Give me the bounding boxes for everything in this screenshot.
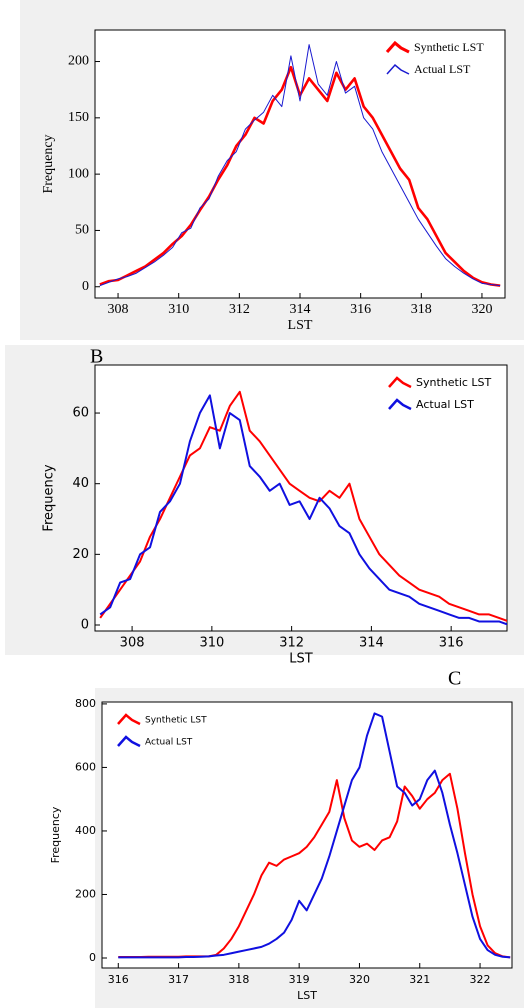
panel: 316 317 318 319 320 321 322 0 200 400 600 800 LST Fre… (49, 668, 513, 1002)
x-tick-label: 316 (350, 302, 371, 317)
y-tick-label: 50 (75, 223, 89, 238)
plot-area (101, 701, 513, 969)
x-tick-label: 318 (228, 973, 249, 986)
series-line (118, 712, 511, 959)
y-tick-label: 0 (81, 617, 89, 632)
y-tick-label: 0 (82, 279, 89, 294)
x-tick-label: 308 (120, 636, 145, 651)
x-tick-label: 319 (289, 973, 310, 986)
y-tick-label: 60 (72, 406, 89, 421)
legend-label: Synthetic LST (145, 716, 207, 726)
legend-swatch (117, 735, 141, 748)
x-tick-label: 317 (168, 973, 189, 986)
y-axis-label: Frequency (41, 134, 56, 193)
x-axis-label: LST (289, 652, 312, 667)
legend-label: Actual LST (145, 738, 193, 748)
legend-swatch (385, 40, 410, 54)
x-tick-label: 308 (108, 302, 129, 317)
legend-label: Actual LST (416, 398, 474, 411)
panel: 308 310 312 314 316 0 20 40 60 LST Frequency B Synth… (42, 346, 508, 667)
x-tick-label: 320 (349, 973, 370, 986)
y-tick-label: 600 (75, 760, 96, 773)
x-tick-label: 318 (411, 302, 432, 317)
x-tick-label: 321 (409, 973, 430, 986)
y-tick-label: 100 (68, 166, 89, 181)
y-tick-label: 200 (75, 887, 96, 900)
legend-swatch (386, 63, 410, 75)
series-line (99, 44, 501, 287)
y-axis-label: Frequency (42, 464, 57, 531)
series-line (99, 394, 507, 626)
x-tick-label: 314 (290, 302, 311, 317)
x-tick-label: 314 (359, 636, 384, 651)
legend-swatch (388, 376, 412, 389)
y-tick-label: 20 (72, 547, 89, 562)
x-tick-label: 310 (199, 636, 224, 651)
panel: 308 310 312 314 316 318 320 0 50 100 150 200 LST Freq… (41, 29, 506, 333)
y-tick-label: 40 (72, 476, 89, 491)
y-tick-label: 0 (89, 951, 96, 964)
legend-label: Actual LST (414, 62, 471, 76)
series-line (99, 390, 507, 622)
series-line (99, 65, 501, 287)
legend-swatch (388, 398, 412, 411)
x-axis-label: LST (297, 989, 317, 1002)
x-tick-label: 322 (470, 973, 491, 986)
y-axis-label: Frequency (49, 806, 62, 863)
plot-area (94, 364, 508, 632)
x-axis-label: LST (288, 318, 313, 333)
legend-swatch (117, 713, 141, 726)
y-tick-label: 200 (68, 54, 89, 69)
panel-label: C (448, 668, 461, 690)
panel-label: B (90, 346, 103, 368)
x-tick-label: 316 (439, 636, 464, 651)
y-tick-label: 400 (75, 824, 96, 837)
x-tick-label: 310 (168, 302, 189, 317)
y-tick-label: 150 (68, 110, 89, 125)
x-tick-label: 320 (471, 302, 492, 317)
legend-label: Synthetic LST (414, 40, 484, 54)
x-tick-label: 316 (108, 973, 129, 986)
x-tick-label: 312 (279, 636, 304, 651)
legend-label: Synthetic LST (416, 376, 492, 389)
x-tick-label: 312 (229, 302, 250, 317)
y-tick-label: 800 (75, 697, 96, 710)
